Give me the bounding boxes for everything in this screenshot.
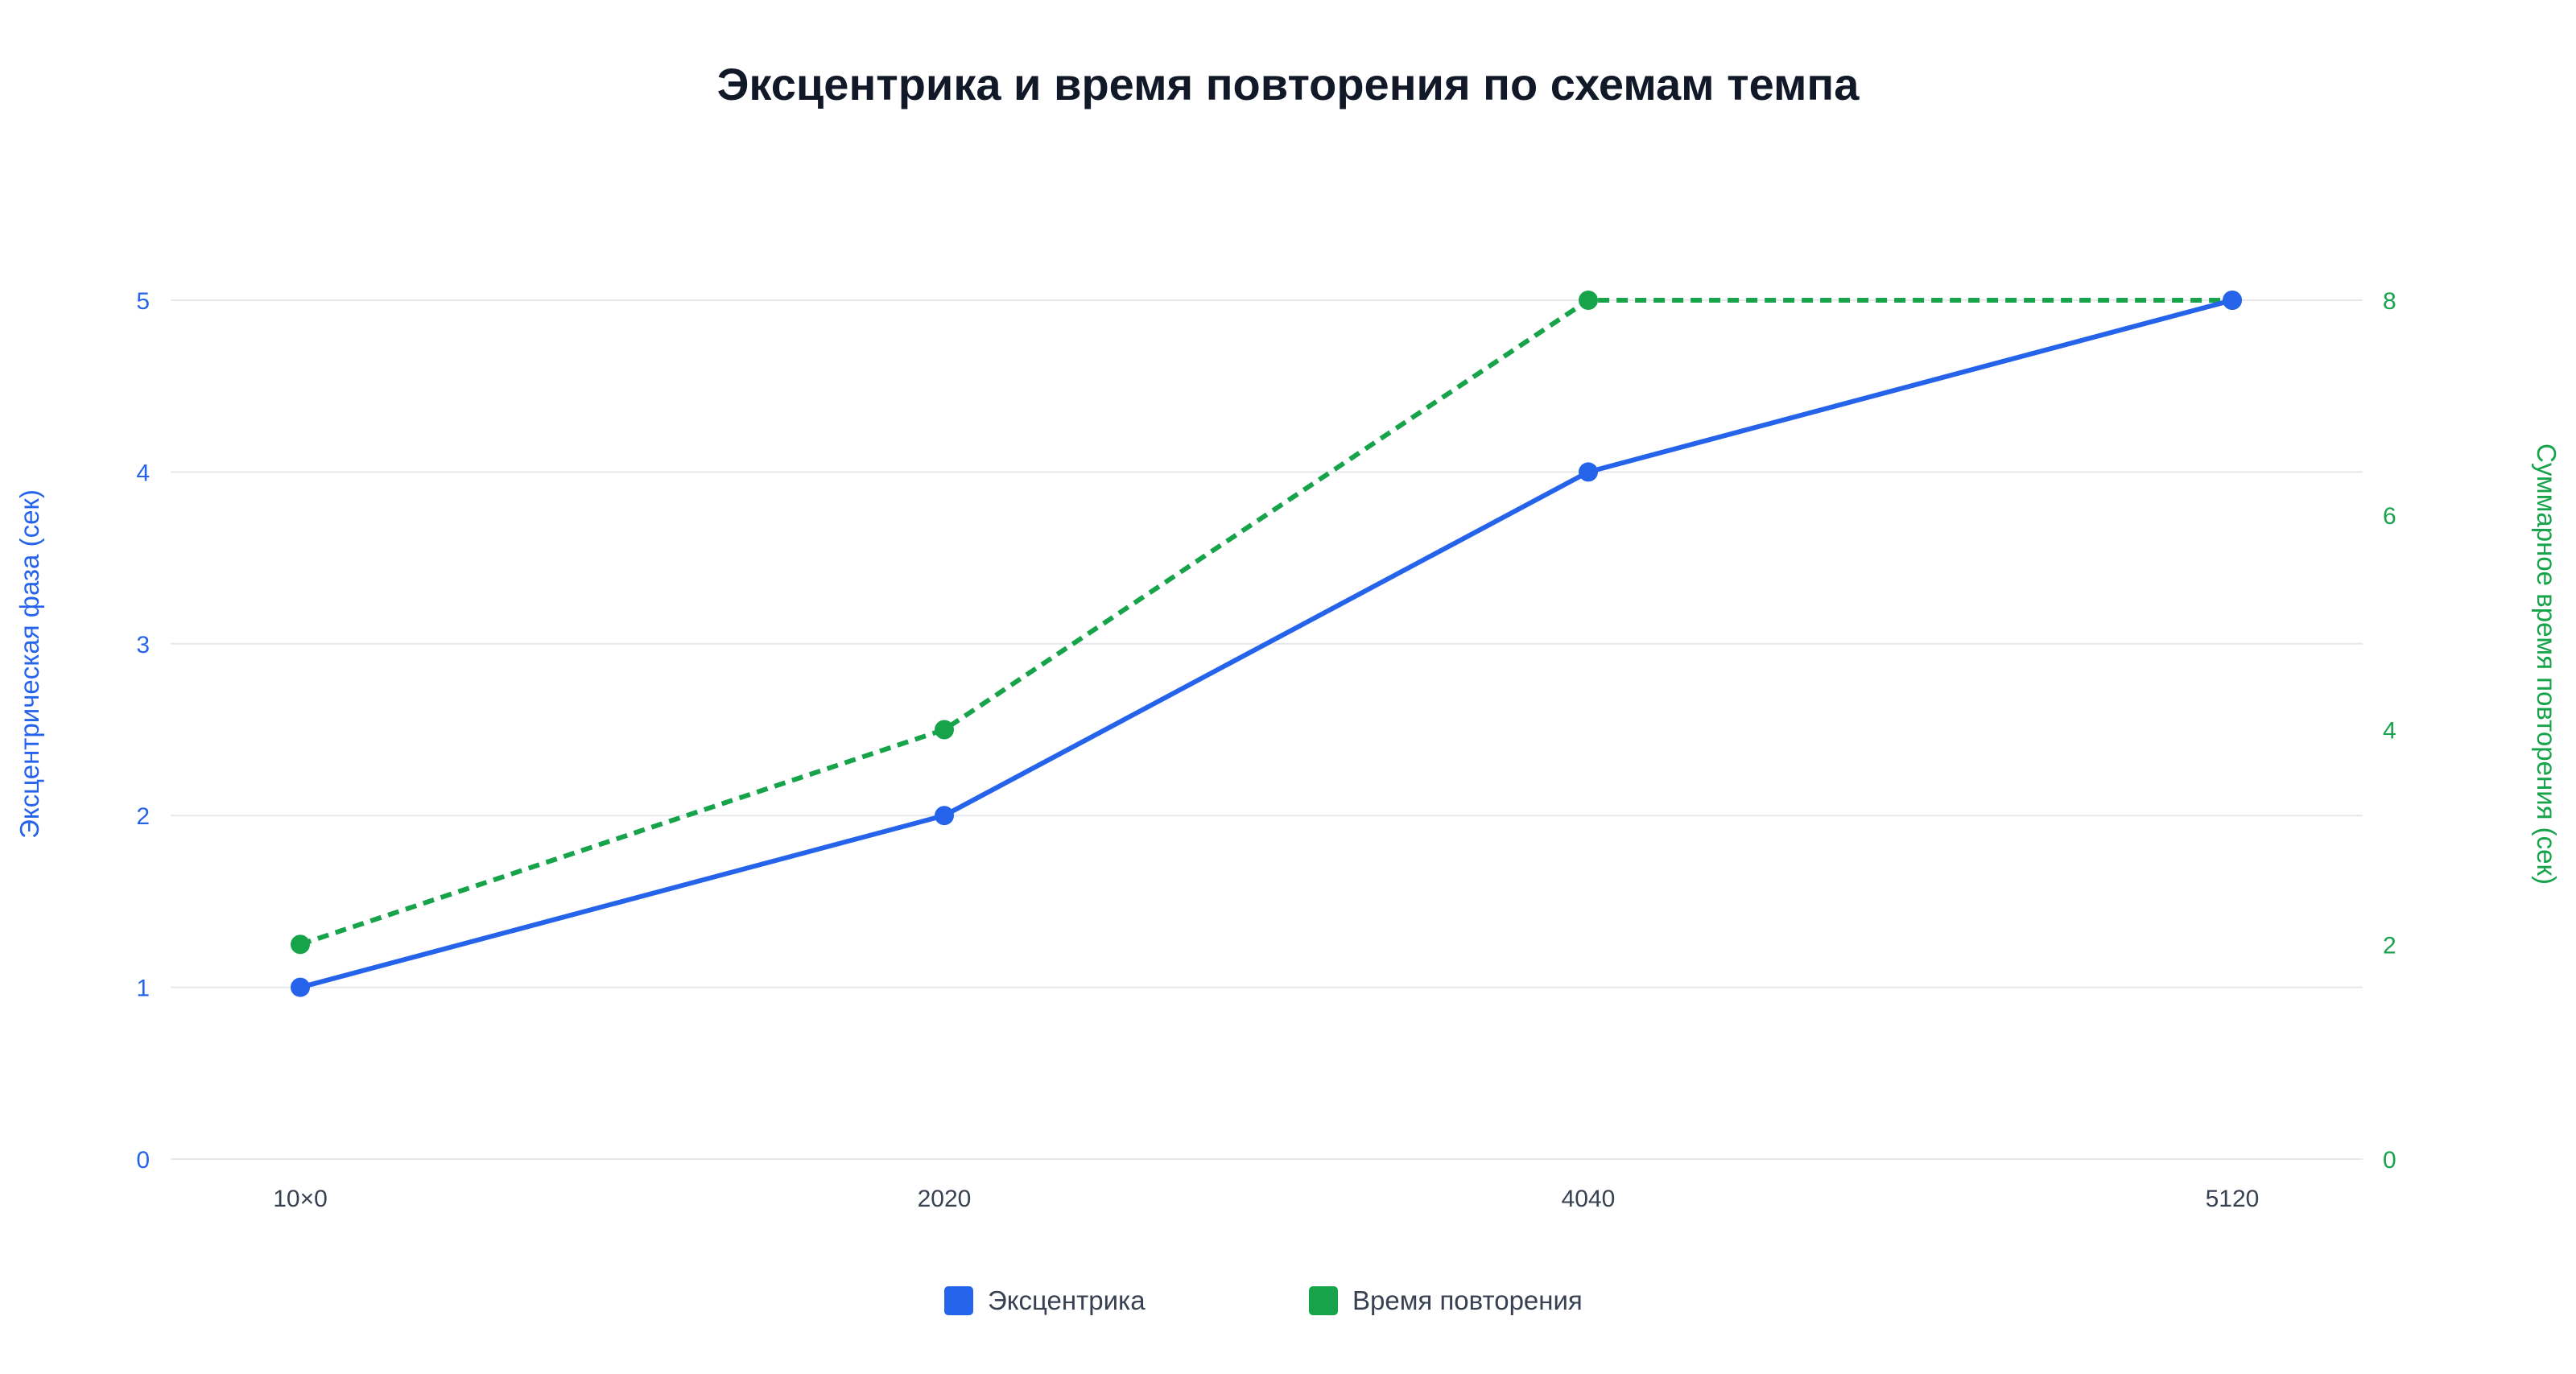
right-axis-label: Суммарное время повторения (сек) <box>2532 444 2562 885</box>
right-tick-label: 4 <box>2383 718 2396 745</box>
left-axis-label: Эксцентрическая фаза (сек) <box>14 489 44 839</box>
series-group <box>291 291 2242 997</box>
data-point-rep-time <box>1579 291 1598 310</box>
data-point-eccentric <box>935 806 954 826</box>
grid-lines <box>171 299 2363 1160</box>
legend-item-eccentric[interactable]: Эксцентрика <box>944 1286 1146 1315</box>
right-tick-label: 6 <box>2383 503 2396 530</box>
data-point-rep-time <box>935 720 954 740</box>
right-tick-label: 2 <box>2383 932 2396 959</box>
left-axis-ticks: 0 1 2 3 4 5 <box>136 288 150 1174</box>
left-tick-label: 0 <box>136 1147 150 1174</box>
legend-swatch-eccentric <box>944 1286 973 1315</box>
right-axis-ticks: 0 2 4 6 8 <box>2383 288 2396 1174</box>
x-axis-ticks: 10×0 2020 4040 5120 <box>273 1186 2259 1212</box>
left-tick-label: 1 <box>136 976 150 1002</box>
legend-label-rep-time: Время повторения <box>1352 1285 1583 1315</box>
x-tick-label: 2020 <box>918 1186 972 1212</box>
left-tick-label: 3 <box>136 632 150 658</box>
data-point-eccentric <box>1579 462 1598 482</box>
data-point-eccentric <box>291 977 310 997</box>
legend-label-eccentric: Эксцентрика <box>988 1285 1146 1315</box>
x-tick-label: 5120 <box>2206 1186 2260 1212</box>
legend-item-rep-time[interactable]: Время повторения <box>1309 1286 1583 1315</box>
chart-title: Эксцентрика и время повторения по схемам… <box>716 59 1860 109</box>
right-tick-label: 0 <box>2383 1147 2396 1174</box>
left-tick-label: 4 <box>136 460 150 486</box>
left-tick-label: 5 <box>136 288 150 315</box>
x-tick-label: 10×0 <box>273 1186 328 1212</box>
left-tick-label: 2 <box>136 803 150 830</box>
right-tick-label: 8 <box>2383 288 2396 315</box>
series-line-eccentric <box>299 298 2233 990</box>
series-line-rep-time <box>299 298 2232 947</box>
data-point-eccentric <box>2223 291 2242 310</box>
data-point-rep-time <box>291 935 310 955</box>
x-tick-label: 4040 <box>1562 1186 1616 1212</box>
legend-swatch-rep-time <box>1309 1286 1338 1315</box>
